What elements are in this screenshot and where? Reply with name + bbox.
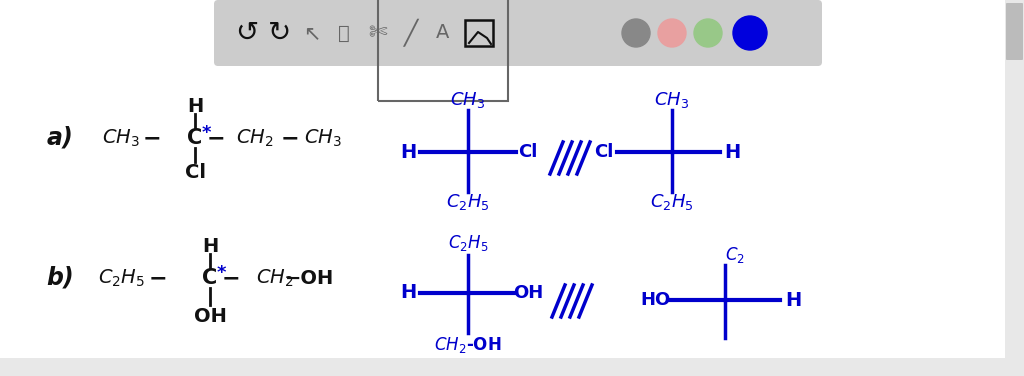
Text: $CH_3$: $CH_3$: [654, 90, 689, 110]
Text: ⬧: ⬧: [338, 23, 350, 42]
Text: Cl: Cl: [184, 164, 206, 182]
FancyBboxPatch shape: [214, 0, 822, 66]
Text: *: *: [216, 264, 225, 282]
Circle shape: [733, 16, 767, 50]
Text: ↻: ↻: [268, 19, 292, 47]
Circle shape: [658, 19, 686, 47]
Text: *: *: [202, 124, 211, 142]
Bar: [1005, 0, 1024, 376]
Text: $C_2H_5$: $C_2H_5$: [650, 192, 694, 212]
Text: ↖: ↖: [303, 23, 321, 43]
Text: $C_2H_5$: $C_2H_5$: [446, 192, 489, 212]
Text: −: −: [281, 128, 299, 148]
Text: H: H: [724, 143, 740, 162]
Text: $CH_2$-OH: $CH_2$-OH: [434, 335, 502, 355]
Text: $CH_3$: $CH_3$: [451, 90, 485, 110]
Text: $C_2$: $C_2$: [725, 245, 744, 265]
Text: −: −: [148, 268, 167, 288]
Text: Cl: Cl: [594, 143, 613, 161]
Text: H: H: [202, 237, 218, 256]
Text: H: H: [784, 291, 801, 309]
Text: HO: HO: [640, 291, 670, 309]
Text: A: A: [436, 23, 450, 42]
Text: −: −: [207, 128, 225, 148]
Text: $CH_3$: $CH_3$: [304, 127, 342, 149]
Circle shape: [694, 19, 722, 47]
Text: $C_2H_5$: $C_2H_5$: [98, 267, 145, 289]
Text: C: C: [187, 128, 203, 148]
Text: ✄: ✄: [369, 23, 387, 43]
Text: $CH_2$: $CH_2$: [237, 127, 273, 149]
Text: $C_2H_5$: $C_2H_5$: [447, 233, 488, 253]
Bar: [0, 358, 1005, 376]
Text: OH: OH: [513, 284, 543, 302]
Text: a): a): [47, 126, 74, 150]
Text: OH: OH: [194, 306, 226, 326]
Text: $CH_2$: $CH_2$: [256, 267, 294, 289]
Text: ╱: ╱: [402, 19, 417, 47]
Text: −: −: [222, 268, 241, 288]
FancyBboxPatch shape: [1006, 3, 1023, 60]
Text: $CH_3$: $CH_3$: [102, 127, 140, 149]
Text: H: H: [400, 284, 416, 303]
Text: C: C: [203, 268, 218, 288]
Text: H: H: [400, 143, 416, 162]
Circle shape: [622, 19, 650, 47]
Text: b): b): [46, 266, 74, 290]
Text: ↺: ↺: [236, 19, 259, 47]
Text: −OH: −OH: [286, 268, 335, 288]
Text: H: H: [186, 97, 203, 115]
Text: Cl: Cl: [518, 143, 538, 161]
Text: −: −: [142, 128, 162, 148]
